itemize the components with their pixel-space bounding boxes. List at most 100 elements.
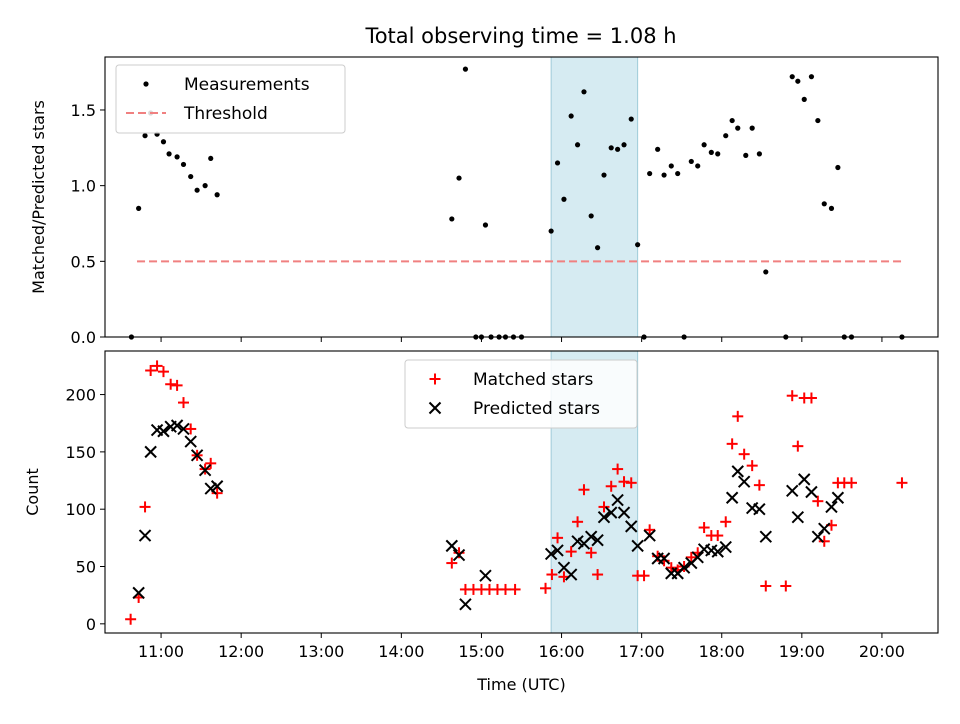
bottom-axes-frame xyxy=(104,350,939,634)
x-tick-label: 16:00 xyxy=(538,642,584,661)
matched-point xyxy=(612,463,624,475)
top-panel: 0.0 0.5 1.0 1.5 Matched/Predicted stars Mea… xyxy=(29,56,939,347)
matched-point xyxy=(151,360,163,372)
predicted-point xyxy=(677,561,691,574)
y-tick-label: 1.0 xyxy=(71,177,96,196)
top-x-ticks xyxy=(160,337,883,342)
measurement-point xyxy=(601,172,607,178)
predicted-point xyxy=(786,484,799,498)
matched-point xyxy=(211,487,223,499)
matched-point xyxy=(792,440,804,452)
measurement-point xyxy=(594,245,601,251)
measurement-point xyxy=(668,163,674,169)
x-tick-label: 14:00 xyxy=(378,642,424,661)
legend-marker-measurements xyxy=(143,81,149,87)
top-legend-box xyxy=(115,64,346,134)
measurement-point xyxy=(635,242,641,248)
bottom-legend: Matched stars Predicted stars xyxy=(404,359,638,429)
legend-label-predicted: Predicted stars xyxy=(473,399,600,419)
measurement-point xyxy=(208,155,214,162)
measurement-point xyxy=(655,146,661,152)
measurement-point xyxy=(789,74,795,80)
predicted-point xyxy=(198,464,212,477)
predicted-point xyxy=(138,529,152,542)
matched-point xyxy=(171,379,183,391)
measurement-point xyxy=(621,142,627,148)
measurement-point xyxy=(815,117,821,124)
measurement-point xyxy=(456,175,462,181)
measurement-point xyxy=(568,113,574,119)
measurement-point xyxy=(136,205,142,211)
predicted-point xyxy=(731,465,744,478)
predicted-point xyxy=(597,511,611,524)
matched-point xyxy=(760,580,772,592)
matched-point xyxy=(598,501,610,513)
matched-point xyxy=(546,569,558,581)
matched-point xyxy=(896,477,908,489)
bottom-y-ticks: 0 50 100 150 200 xyxy=(65,386,105,634)
measurement-point xyxy=(462,66,469,72)
top-y-axis-label: Matched/Predicted stars xyxy=(29,100,48,294)
matched-point xyxy=(638,570,650,582)
shaded-span xyxy=(550,56,639,338)
matched-point xyxy=(578,484,590,496)
bottom-x-ticks: 11:00 12:00 13:00 14:00 15:00 16:00 17:00 18:00… xyxy=(138,633,905,661)
measurement-point xyxy=(608,145,614,151)
matched-point xyxy=(786,390,798,402)
matched-point xyxy=(845,477,857,489)
measurement-point xyxy=(174,154,180,160)
bottom-legend-box xyxy=(404,359,638,429)
matched-point xyxy=(552,532,564,544)
predicted-point xyxy=(605,506,618,519)
y-tick-label: 1.5 xyxy=(71,101,96,120)
matched-point xyxy=(618,476,630,488)
measurement-point xyxy=(548,228,554,234)
matched-point xyxy=(712,530,724,542)
count-points xyxy=(125,360,908,625)
matched-point xyxy=(685,551,697,563)
predicted-point xyxy=(631,539,644,553)
bottom-y-axis-label: Count xyxy=(23,468,42,516)
measurement-point xyxy=(821,201,827,207)
measurement-point xyxy=(723,133,729,139)
measurement-point xyxy=(695,163,701,169)
predicted-point xyxy=(190,449,204,462)
predicted-point xyxy=(711,545,724,558)
predicted-point xyxy=(170,419,184,432)
matched-point xyxy=(665,562,677,574)
matched-point xyxy=(572,516,584,528)
predicted-point xyxy=(691,551,704,564)
predicted-point xyxy=(825,500,838,514)
measurement-point xyxy=(801,96,807,102)
y-tick-label: 200 xyxy=(65,386,96,405)
measurement-point xyxy=(482,222,489,228)
matched-point xyxy=(499,583,511,595)
predicted-point xyxy=(210,480,224,493)
predicted-point xyxy=(791,511,805,524)
matched-point xyxy=(509,583,521,595)
x-tick-label: 15:00 xyxy=(458,642,504,661)
observing-window-shade-top xyxy=(550,56,639,338)
predicted-point xyxy=(591,533,604,547)
legend-label-measurements: Measurements xyxy=(184,75,310,95)
measurement-point xyxy=(628,116,634,122)
predicted-point xyxy=(719,540,732,554)
predicted-point xyxy=(625,520,638,533)
matched-point xyxy=(720,516,732,528)
x-tick-label: 19:00 xyxy=(779,642,825,661)
predicted-point xyxy=(737,475,751,488)
y-tick-label: 0.0 xyxy=(71,328,96,347)
measurement-point xyxy=(828,205,835,211)
legend-plus xyxy=(429,373,441,385)
legend-marker-matched xyxy=(429,373,441,385)
x-tick-label: 13:00 xyxy=(298,642,344,661)
predicted-point xyxy=(184,435,197,448)
measurement-point xyxy=(749,125,755,131)
predicted-point xyxy=(805,485,818,499)
matched-point xyxy=(592,569,604,581)
matched-point xyxy=(726,438,738,450)
measurement-point xyxy=(554,160,561,166)
matched-point xyxy=(818,535,830,547)
predicted-point xyxy=(544,547,558,561)
